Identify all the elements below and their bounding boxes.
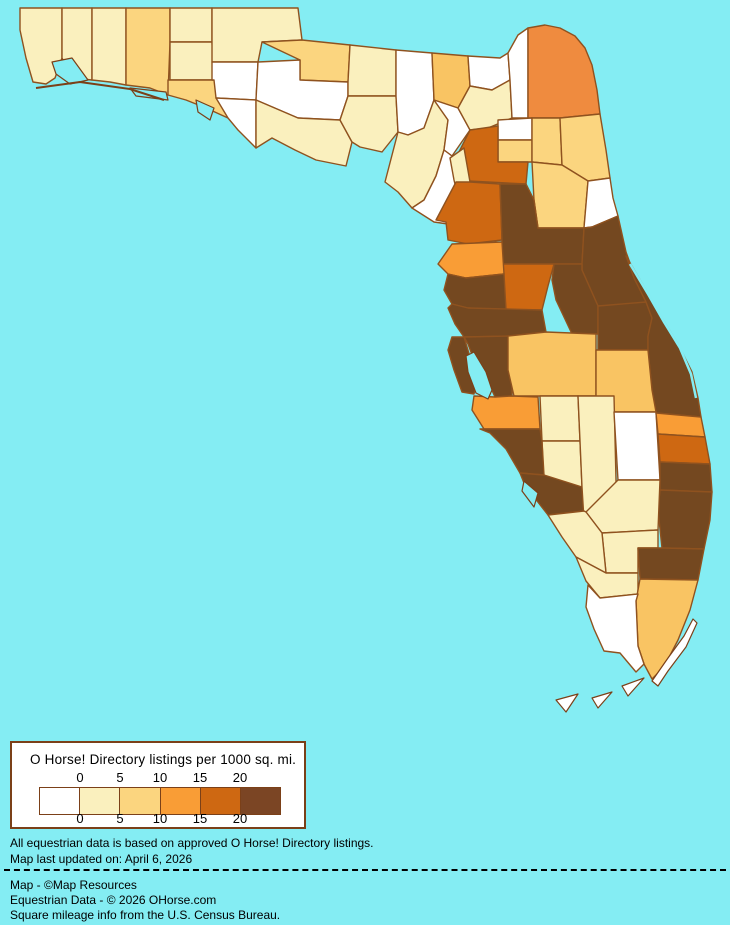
footer-map-credit: Map - ©Map Resources [10,878,137,892]
legend-tick-10: 10 [152,770,168,785]
water-st-andrew-bay [195,99,215,121]
legend-tick-20: 20 [232,770,248,785]
county-martin [659,461,713,493]
footer-census-credit: Square mileage info from the U.S. Census… [10,908,281,922]
county-walton [125,7,171,96]
legend-swatch-4 [200,788,241,814]
legend-box: O Horse! Directory listings per 1000 sq.… [10,741,306,829]
island-key-largo-sliver [651,618,698,687]
county-wakulla [339,95,399,153]
legend-tick-5: 5 [116,811,124,826]
water-charlotte-harbor [521,480,539,508]
county-gulf [215,97,257,149]
legend-swatch-0 [40,788,81,814]
dashed-divider [4,869,726,871]
county-manatee [471,395,541,430]
county-jackson [211,7,303,63]
county-indian-river [655,412,706,438]
legend-swatch-3 [160,788,201,814]
legend-tick-20: 20 [232,811,248,826]
county-lee [547,510,607,574]
water-tampa-bay [465,351,493,400]
county-sarasota [479,428,545,476]
legend-ticks-top: 0 5 10 15 20 [12,770,304,786]
legend-swatch-2 [120,788,161,814]
island-key-island-3 [555,693,579,713]
county-hardee [539,395,581,442]
legend-swatch-1 [80,788,121,814]
legend-tick-0: 0 [76,770,84,785]
footer-data-credit: Equestrian Data - © 2026 OHorse.com [10,893,217,907]
county-sumter [501,263,555,311]
legend-ticks-bottom: 0 5 10 15 20 [12,811,304,827]
county-bradford [497,139,533,163]
legend-tick-10: 10 [152,811,168,826]
legend-tick-0: 0 [76,811,84,826]
county-okaloosa [91,7,127,86]
footer-data-note: All equestrian data is based on approved… [10,836,374,850]
legend-title: O Horse! Directory listings per 1000 sq.… [30,752,297,767]
island-key-island-2 [591,691,613,709]
legend-tick-15: 15 [192,770,208,785]
water-indian-river-lagoon [628,263,698,399]
county-union [497,117,533,141]
footer-updated-note: Map last updated on: April 6, 2026 [10,852,193,866]
county-washington [169,41,215,81]
county-nassau-duval [527,24,601,119]
legend-tick-15: 15 [192,811,208,826]
legend-swatch-strip [39,787,281,815]
legend-tick-5: 5 [116,770,124,785]
county-st-lucie [657,433,711,465]
county-leon [347,44,397,97]
county-citrus [437,241,505,279]
county-palm-beach [657,489,713,550]
island-santa-rosa-island [35,80,165,101]
county-broward [637,547,705,581]
county-franklin [255,99,353,167]
water-choctawhatchee-bay [129,87,169,101]
island-key-island-1 [621,677,645,697]
county-polk [507,331,597,397]
county-orange-seminole [597,301,653,351]
county-clay [531,117,563,166]
county-monroe-mainland [585,584,645,673]
county-columbia [507,27,529,119]
legend-swatch-5 [240,788,281,814]
county-calhoun [211,61,259,101]
county-okeechobee [613,411,661,481]
county-holmes [169,7,213,43]
